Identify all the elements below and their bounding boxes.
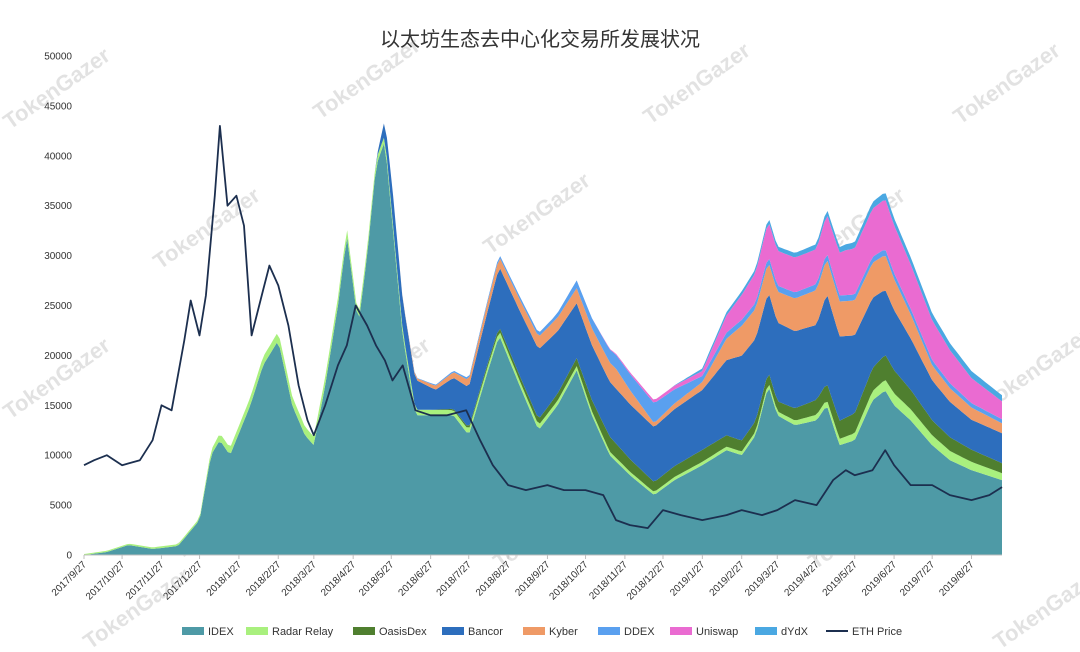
legend-entry: DDEX [624,626,655,638]
stacked-areas [84,123,1002,556]
legend-entry: IDEX [208,626,234,638]
area-kyber [84,123,1002,554]
legend-swatch [246,627,268,635]
legend-entry: ETH Price [852,626,902,638]
y-axis: 0 5000 10000 15000 20000 25000 30000 35000 40000… [44,52,72,562]
y-tick-label: 10000 [44,451,72,462]
legend-swatch [182,627,204,635]
legend-swatch [755,627,777,635]
legend-swatch [670,627,692,635]
y-tick-label: 25000 [44,301,72,312]
y-tick-label: 35000 [44,201,72,212]
eth-price-line-group [83,125,1003,529]
area-bancor [84,123,1002,554]
y-tick-label: 50000 [44,52,72,63]
legend-entry: Uniswap [696,626,738,638]
area-idex [84,143,1002,556]
eth-price-line [83,125,1003,529]
y-tick-label: 0 [66,551,72,562]
legend-entry: Bancor [468,626,503,638]
y-tick-label: 30000 [44,251,72,262]
legend-swatch [442,627,464,635]
area-dydx [84,123,1002,554]
legend-entry: OasisDex [379,626,427,638]
legend-entry: dYdX [781,626,809,638]
y-tick-label: 45000 [44,101,72,112]
legend-swatch [598,627,620,635]
legend-swatch [353,627,375,635]
y-tick-label: 15000 [44,401,72,412]
legend-entry: Radar Relay [272,626,334,638]
legend-swatch [523,627,545,635]
y-tick-label: 40000 [44,151,72,162]
legend: IDEX Radar Relay OasisDex Bancor Kyber DDEX Un… [182,626,902,638]
legend-entry: Kyber [549,626,578,638]
y-tick-label: 5000 [50,501,73,512]
y-tick-label: 20000 [44,351,72,362]
chart-title: 以太坊生态去中心化交易所发展状况 [380,27,700,51]
